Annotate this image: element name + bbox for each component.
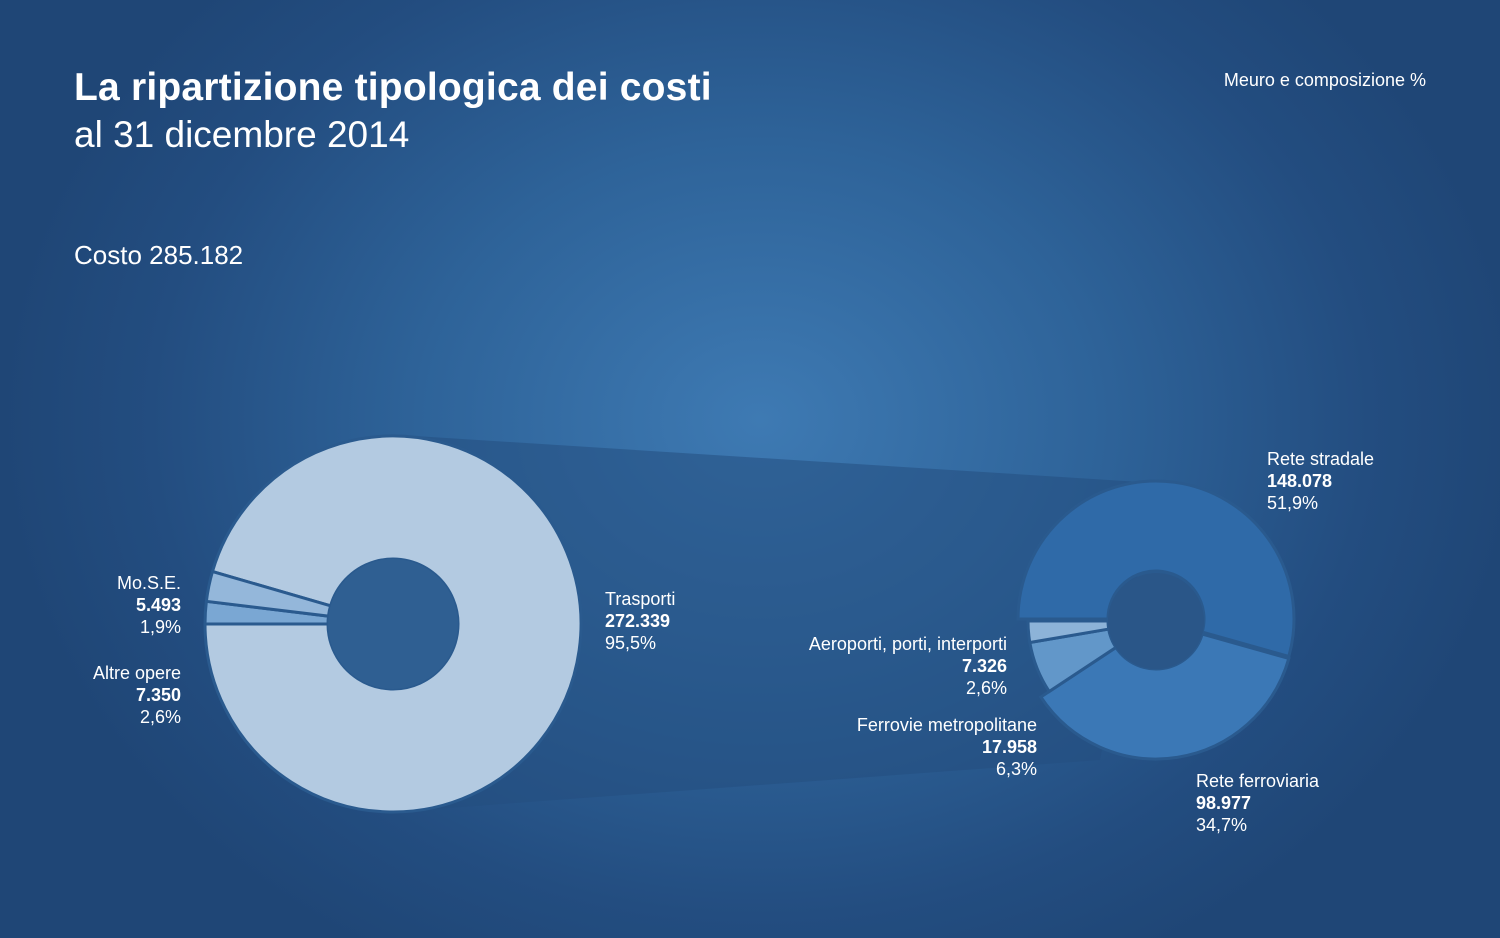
slice-name: Rete ferroviaria: [1196, 771, 1320, 791]
slice-value: 17.958: [981, 737, 1037, 757]
slice-value: 272.339: [605, 611, 671, 631]
slice-rete-stradale: [1016, 479, 1296, 659]
slice-value: 98.977: [1196, 793, 1252, 813]
slice-label-ferrovie-metropolitane: Ferrovie metropolitane 17.958 6,3%: [857, 714, 1037, 780]
slice-label-aeroporti: Aeroporti, porti, interporti 7.326 2,6%: [809, 633, 1007, 699]
breakdown-donut: [1016, 479, 1296, 761]
donut-hole: [328, 559, 458, 689]
slice-label-trasporti: Trasporti 272.339 95,5%: [605, 588, 675, 654]
slice-label-mose: Mo.S.E. 5.493 1,9%: [117, 572, 181, 638]
slice-label-rete-stradale: Rete stradale 148.078 51,9%: [1267, 448, 1374, 514]
slice-percent: 6,3%: [995, 759, 1037, 779]
slice-name: Ferrovie metropolitane: [856, 715, 1037, 735]
breakdown-connector: [393, 436, 1156, 812]
slice-name: Rete stradale: [1267, 449, 1375, 469]
slice-value: 148.078: [1267, 471, 1333, 491]
slice-value: 7.326: [961, 656, 1007, 676]
chart-title: La ripartizione tipologica dei costi: [74, 66, 712, 109]
slice-label-altre-opere: Altre opere 7.350 2,6%: [93, 662, 181, 728]
slice-value: 7.350: [135, 685, 181, 705]
slice-name: Altre opere: [92, 663, 181, 683]
slice-name: Mo.S.E.: [116, 573, 181, 593]
slice-label-rete-ferroviaria: Rete ferroviaria 98.977 34,7%: [1196, 770, 1319, 836]
slice-name: Trasporti: [605, 589, 676, 609]
slice-name: Aeroporti, porti, interporti: [808, 634, 1007, 654]
slice-percent: 1,9%: [139, 617, 181, 637]
slice-percent: 51,9%: [1267, 493, 1319, 513]
total-cost-label: Costo: [74, 240, 142, 270]
total-cost-value: 285.182: [149, 240, 244, 270]
units-note: Meuro e composizione %: [1223, 70, 1426, 90]
slice-percent: 2,6%: [965, 678, 1007, 698]
donut-hole: [1108, 573, 1204, 669]
slice-percent: 34,7%: [1196, 815, 1248, 835]
slice-percent: 95,5%: [605, 633, 657, 653]
slice-percent: 2,6%: [139, 707, 181, 727]
total-cost: Costo 285.182: [74, 240, 243, 271]
slice-value: 5.493: [135, 595, 181, 615]
main-donut: [203, 434, 583, 814]
chart-subtitle: al 31 dicembre 2014: [74, 114, 410, 155]
